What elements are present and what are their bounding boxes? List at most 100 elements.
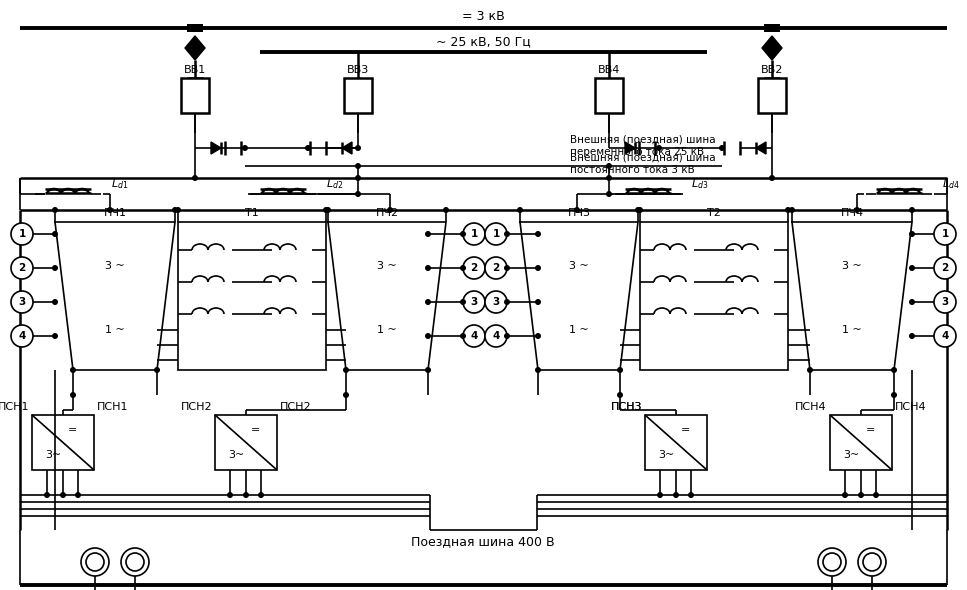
Text: ПЧ2: ПЧ2: [375, 208, 398, 218]
Text: ПСН1: ПСН1: [0, 402, 29, 412]
Circle shape: [863, 553, 881, 571]
Text: 3~: 3~: [228, 450, 245, 460]
Circle shape: [192, 175, 198, 181]
Text: 1: 1: [18, 229, 25, 239]
Text: 3: 3: [492, 297, 500, 307]
Circle shape: [485, 291, 507, 313]
Circle shape: [535, 299, 541, 305]
Circle shape: [460, 265, 466, 271]
Polygon shape: [211, 142, 221, 154]
Polygon shape: [792, 222, 912, 370]
Circle shape: [172, 207, 178, 213]
Polygon shape: [756, 142, 766, 154]
Bar: [640, 222, 788, 370]
Circle shape: [789, 207, 795, 213]
Circle shape: [325, 207, 331, 213]
Circle shape: [485, 325, 507, 347]
Circle shape: [873, 492, 879, 498]
Text: Внешняя (поездная) шина: Внешняя (поездная) шина: [570, 135, 716, 145]
Circle shape: [11, 291, 33, 313]
Circle shape: [535, 231, 541, 237]
Text: Поездная шина 400 В: Поездная шина 400 В: [411, 536, 555, 549]
Circle shape: [657, 492, 663, 498]
Circle shape: [355, 191, 361, 197]
Text: =: =: [865, 425, 875, 435]
Text: постоянного тока 3 кВ: постоянного тока 3 кВ: [570, 165, 694, 175]
Text: ПСН4: ПСН4: [895, 402, 926, 412]
Circle shape: [343, 367, 349, 373]
Circle shape: [425, 231, 431, 237]
Polygon shape: [55, 222, 175, 370]
Text: 1 ~: 1 ~: [377, 325, 396, 335]
Circle shape: [617, 367, 623, 373]
Circle shape: [355, 145, 361, 151]
Circle shape: [52, 299, 58, 305]
Circle shape: [934, 223, 956, 245]
Circle shape: [504, 299, 510, 305]
Text: 3: 3: [18, 297, 25, 307]
Circle shape: [673, 492, 679, 498]
Text: 2: 2: [470, 263, 478, 273]
Text: 1 ~: 1 ~: [105, 325, 125, 335]
Circle shape: [323, 207, 329, 213]
Circle shape: [637, 207, 643, 213]
Text: Т1: Т1: [245, 208, 259, 218]
Circle shape: [107, 207, 113, 213]
Text: 3 ~: 3 ~: [377, 261, 396, 271]
Text: ПСН1: ПСН1: [97, 402, 129, 412]
Circle shape: [818, 548, 846, 576]
Polygon shape: [342, 142, 352, 154]
Text: Внешняя (поездная) шина: Внешняя (поездная) шина: [570, 153, 716, 163]
Circle shape: [535, 265, 541, 271]
Circle shape: [535, 367, 541, 373]
Circle shape: [463, 325, 485, 347]
Circle shape: [909, 231, 915, 237]
Text: 4: 4: [18, 331, 26, 341]
Bar: [645, 415, 707, 470]
Circle shape: [243, 492, 249, 498]
Circle shape: [121, 548, 149, 576]
Circle shape: [75, 492, 81, 498]
Circle shape: [504, 265, 510, 271]
Circle shape: [355, 163, 361, 169]
Text: 1: 1: [942, 229, 949, 239]
Circle shape: [934, 291, 956, 313]
Text: 3 ~: 3 ~: [570, 261, 589, 271]
Polygon shape: [328, 222, 446, 370]
Circle shape: [258, 492, 264, 498]
Text: ВВ2: ВВ2: [761, 65, 783, 75]
Text: $L_{d2}$: $L_{d2}$: [326, 177, 343, 191]
Circle shape: [891, 392, 897, 398]
Bar: [344, 78, 372, 113]
Bar: [187, 24, 203, 32]
Circle shape: [719, 145, 725, 151]
Text: ПСН2: ПСН2: [181, 402, 212, 412]
Circle shape: [854, 207, 860, 213]
Text: ПСН3: ПСН3: [610, 402, 642, 412]
Text: ПСН4: ПСН4: [796, 402, 827, 412]
Text: $L_{d1}$: $L_{d1}$: [111, 177, 129, 191]
Circle shape: [227, 492, 233, 498]
Text: ПЧ1: ПЧ1: [103, 208, 127, 218]
Circle shape: [807, 367, 813, 373]
Text: 1 ~: 1 ~: [842, 325, 862, 335]
Circle shape: [60, 492, 66, 498]
Circle shape: [504, 231, 510, 237]
Circle shape: [343, 392, 349, 398]
Text: $L_{d4}$: $L_{d4}$: [942, 177, 959, 191]
Circle shape: [11, 325, 33, 347]
Circle shape: [11, 257, 33, 279]
Circle shape: [460, 231, 466, 237]
Text: 2: 2: [942, 263, 949, 273]
Circle shape: [858, 492, 864, 498]
Circle shape: [934, 325, 956, 347]
Circle shape: [574, 207, 580, 213]
Text: 2: 2: [18, 263, 25, 273]
Circle shape: [70, 367, 76, 373]
Circle shape: [52, 265, 58, 271]
Circle shape: [355, 175, 361, 181]
Circle shape: [909, 299, 915, 305]
Text: 2: 2: [492, 263, 500, 273]
Circle shape: [11, 223, 33, 245]
Text: 1: 1: [470, 229, 478, 239]
